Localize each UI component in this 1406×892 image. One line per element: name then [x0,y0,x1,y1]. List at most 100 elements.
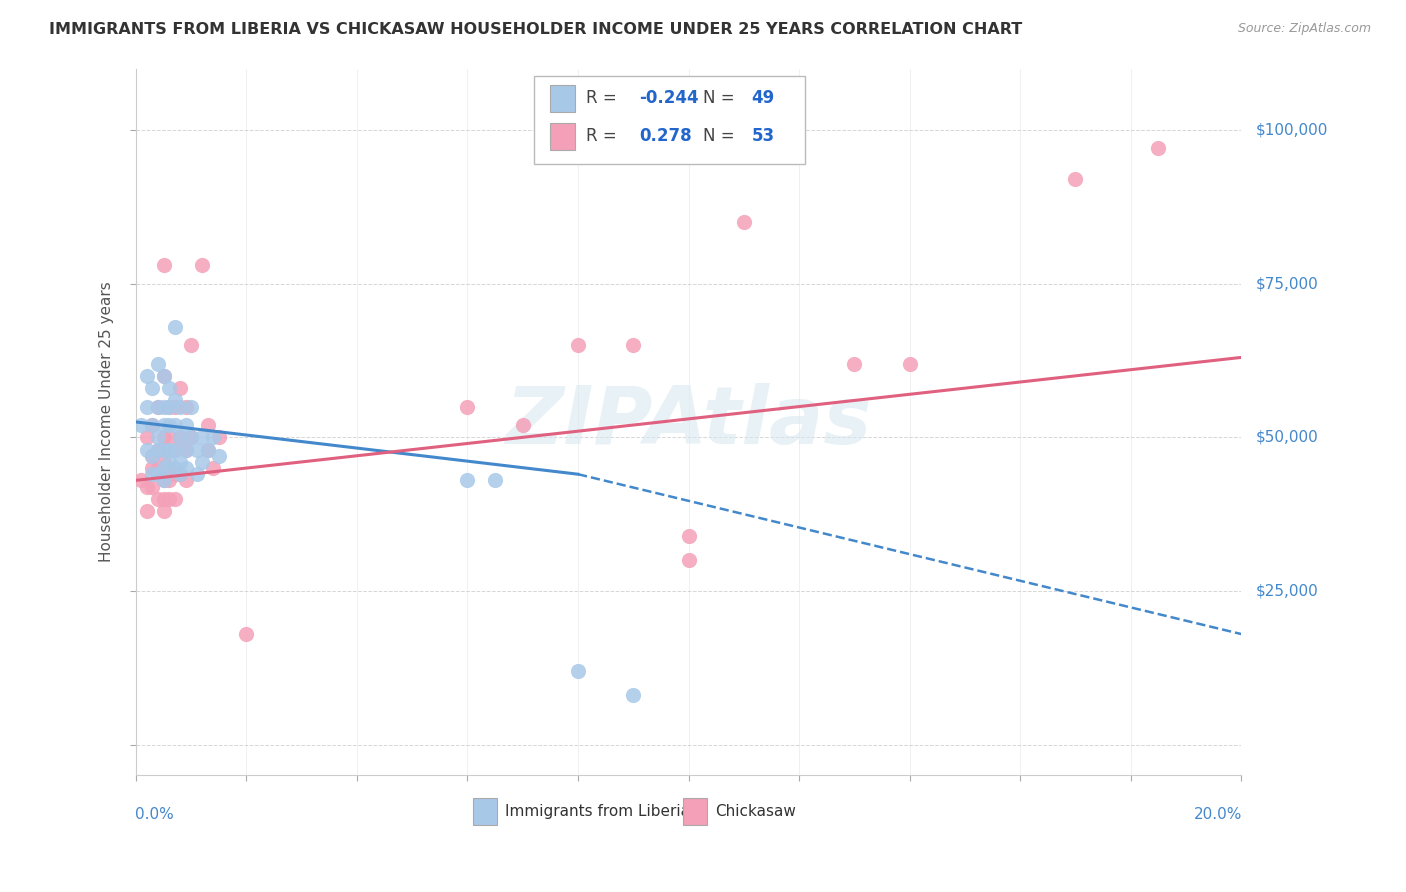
Point [136,504,159,518]
FancyBboxPatch shape [534,76,804,164]
Point [163,393,186,408]
Point [169,455,191,469]
Point [456,400,478,414]
Point [157,491,180,506]
Point [174,442,197,457]
Point [152,474,174,488]
Point [180,430,202,444]
Point [174,417,197,432]
Point [191,258,214,272]
Point [169,381,191,395]
Point [157,430,180,444]
Point [131,474,153,488]
FancyBboxPatch shape [472,798,498,825]
Text: Chickasaw: Chickasaw [716,804,796,819]
Point [844,357,866,371]
Point [567,664,589,678]
Point [191,455,214,469]
Point [152,417,174,432]
Point [174,400,197,414]
Point [152,368,174,383]
Text: $50,000: $50,000 [1256,430,1319,445]
Text: IMMIGRANTS FROM LIBERIA VS CHICKASAW HOUSEHOLDER INCOME UNDER 25 YEARS CORRELATI: IMMIGRANTS FROM LIBERIA VS CHICKASAW HOU… [49,22,1022,37]
Point [208,430,231,444]
Point [174,442,197,457]
Point [191,430,214,444]
Text: Source: ZipAtlas.com: Source: ZipAtlas.com [1237,22,1371,36]
Text: $75,000: $75,000 [1256,277,1319,291]
Point [152,491,174,506]
Point [163,442,186,457]
Text: 53: 53 [752,128,775,145]
Point [146,461,169,475]
Point [157,381,180,395]
FancyBboxPatch shape [550,85,575,112]
Point [169,467,191,482]
Point [157,474,180,488]
Point [131,417,153,432]
Point [169,400,191,414]
Point [163,491,186,506]
Point [146,467,169,482]
Point [456,474,478,488]
Point [152,430,174,444]
Point [512,417,534,432]
Point [208,449,231,463]
Point [567,338,589,352]
Point [146,491,169,506]
Text: 49: 49 [752,89,775,107]
Point [484,474,506,488]
Point [163,467,186,482]
Text: N =: N = [703,89,734,107]
Point [152,368,174,383]
Text: -0.244: -0.244 [638,89,699,107]
Point [1064,172,1087,186]
Point [152,258,174,272]
Point [180,430,202,444]
Point [152,449,174,463]
Text: 20.0%: 20.0% [1194,807,1243,822]
Point [152,474,174,488]
Point [136,442,159,457]
Point [621,338,644,352]
Text: R =: R = [586,128,616,145]
Text: $25,000: $25,000 [1256,583,1319,599]
Point [163,461,186,475]
Point [202,430,225,444]
Text: 0.278: 0.278 [638,128,692,145]
Point [141,449,163,463]
Point [733,215,755,229]
Point [1147,141,1170,155]
Point [141,461,163,475]
Point [141,449,163,463]
Point [163,400,186,414]
Point [202,461,225,475]
Point [169,430,191,444]
Point [152,400,174,414]
Point [152,504,174,518]
Point [146,357,169,371]
Point [136,368,159,383]
Point [197,442,219,457]
Point [157,417,180,432]
Point [169,430,191,444]
Point [621,689,644,703]
Point [152,461,174,475]
Point [157,455,180,469]
Text: R =: R = [586,89,616,107]
Point [174,461,197,475]
Point [141,479,163,493]
Point [146,400,169,414]
Point [146,442,169,457]
Point [678,553,700,567]
Point [235,627,257,641]
Point [157,400,180,414]
Point [197,442,219,457]
Point [186,442,208,457]
FancyBboxPatch shape [683,798,707,825]
Text: ZIPAtlas: ZIPAtlas [505,383,872,461]
Point [136,479,159,493]
Point [152,442,174,457]
FancyBboxPatch shape [550,123,575,150]
Point [180,400,202,414]
